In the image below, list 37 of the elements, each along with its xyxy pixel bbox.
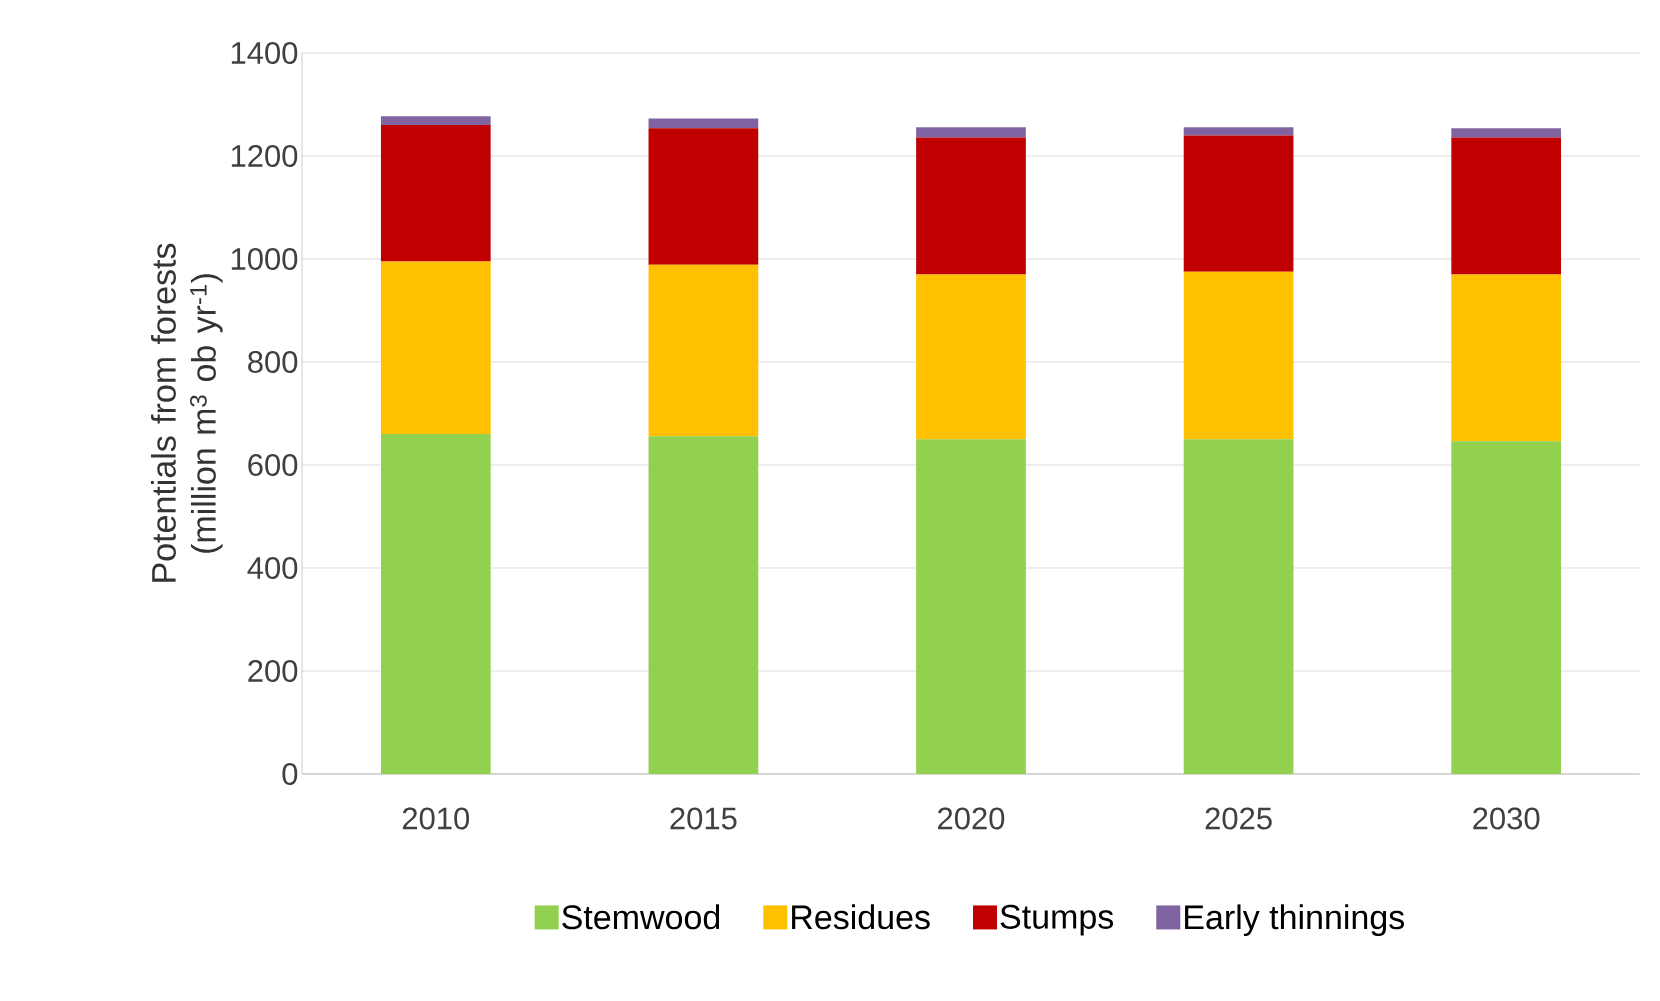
- bar: [1451, 274, 1562, 442]
- bar: [1183, 127, 1294, 136]
- y-tick-label: 600: [248, 454, 298, 476]
- bar: [1451, 441, 1562, 774]
- bar: [380, 116, 491, 126]
- x-tick-label: 2030: [1473, 807, 1540, 830]
- bar: [1451, 137, 1562, 275]
- legend-label: Early thinnings: [1185, 904, 1405, 937]
- legend-label: Stumps: [1000, 904, 1114, 936]
- bar: [380, 125, 491, 262]
- bar: [1451, 128, 1562, 138]
- bar: [1183, 439, 1294, 774]
- bar: [916, 274, 1026, 440]
- x-tick-label: 2010: [402, 807, 470, 830]
- y-tick-label: 1000: [231, 248, 298, 270]
- y-tick-label: 1400: [231, 42, 298, 64]
- y-tick-label: 800: [248, 351, 298, 373]
- bar: [1183, 271, 1294, 440]
- bar: [648, 436, 759, 774]
- bar: [916, 127, 1026, 138]
- legend-label: Residues: [792, 904, 930, 930]
- bar: [1183, 135, 1294, 272]
- bar: [648, 264, 759, 437]
- x-tick-label: 2015: [670, 807, 737, 830]
- y-tick-label: 1200: [231, 145, 298, 167]
- x-tick-label: 2025: [1205, 807, 1272, 830]
- bar: [380, 434, 491, 774]
- y-tick-label: 400: [247, 557, 298, 579]
- bar: [916, 439, 1026, 774]
- legend-label: Stemwood: [562, 904, 720, 930]
- x-tick-label: 2020: [938, 807, 1005, 830]
- y-tick-label: 0: [282, 763, 298, 785]
- bar: [648, 118, 759, 129]
- bar: [648, 128, 759, 265]
- bar: [916, 137, 1026, 275]
- bar: [380, 261, 491, 435]
- y-tick-label: 200: [248, 660, 298, 682]
